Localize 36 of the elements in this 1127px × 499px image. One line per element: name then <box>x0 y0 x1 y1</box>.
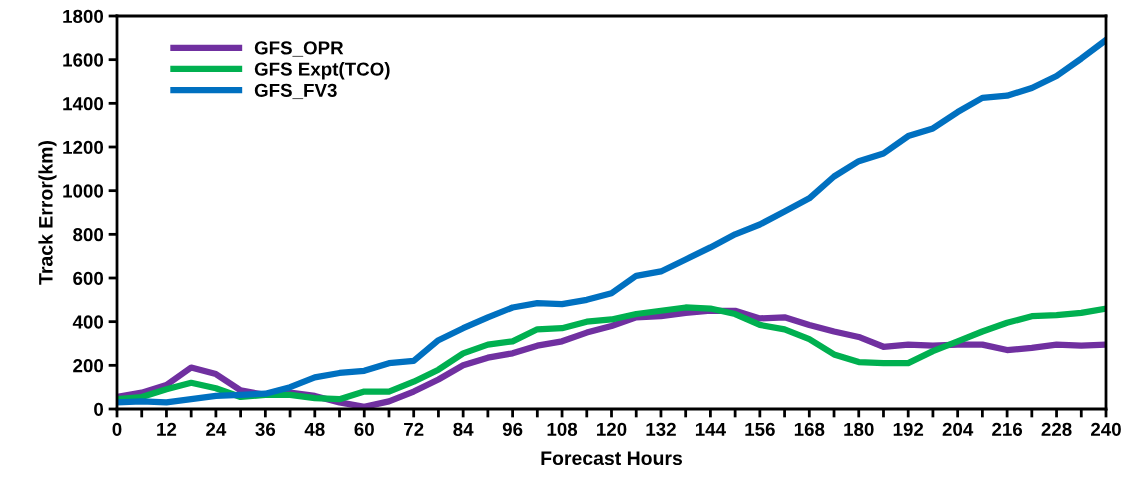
x-tick-label: 168 <box>794 422 825 436</box>
x-tick-label: 0 <box>112 422 122 436</box>
x-tick-label: 48 <box>304 422 325 436</box>
y-tick-label: 1800 <box>63 9 104 23</box>
x-tick-label: 216 <box>992 422 1023 436</box>
legend-label: GFS Expt(TCO) <box>254 61 390 80</box>
x-tick-label: 84 <box>453 422 474 436</box>
y-tick-label: 400 <box>72 315 104 329</box>
x-tick-label: 12 <box>157 422 177 436</box>
x-axis-title: Forecast Hours <box>541 451 683 466</box>
x-tick-label: 96 <box>502 422 523 436</box>
x-tick-label: 144 <box>695 422 726 436</box>
x-tick-label: 132 <box>646 422 676 436</box>
y-tick-label: 1400 <box>63 97 104 111</box>
y-tick-label: 1600 <box>63 53 104 67</box>
legend-label: GFS_FV3 <box>254 83 337 100</box>
y-tick-label: 1200 <box>63 140 104 154</box>
x-tick-label: 180 <box>844 422 874 436</box>
x-tick-label: 36 <box>255 422 276 436</box>
x-tick-label: 72 <box>404 422 424 436</box>
x-tick-label: 204 <box>942 422 974 436</box>
x-tick-label: 192 <box>893 422 924 436</box>
x-tick-label: 240 <box>1091 422 1121 436</box>
x-tick-label: 108 <box>547 422 578 436</box>
y-tick-label: 1000 <box>63 184 104 198</box>
y-tick-label: 200 <box>73 359 104 373</box>
x-tick-label: 60 <box>354 422 374 436</box>
y-axis-title: Track Error(km) <box>38 141 57 285</box>
x-tick-label: 120 <box>597 422 627 436</box>
x-tick-label: 24 <box>206 422 227 436</box>
x-tick-label: 228 <box>1041 422 1072 436</box>
legend-label: GFS_OPR <box>254 41 344 57</box>
x-tick-label: 156 <box>745 422 775 436</box>
y-tick-label: 800 <box>73 228 104 242</box>
y-tick-label: 600 <box>73 271 104 285</box>
y-tick-label: 0 <box>94 402 104 416</box>
